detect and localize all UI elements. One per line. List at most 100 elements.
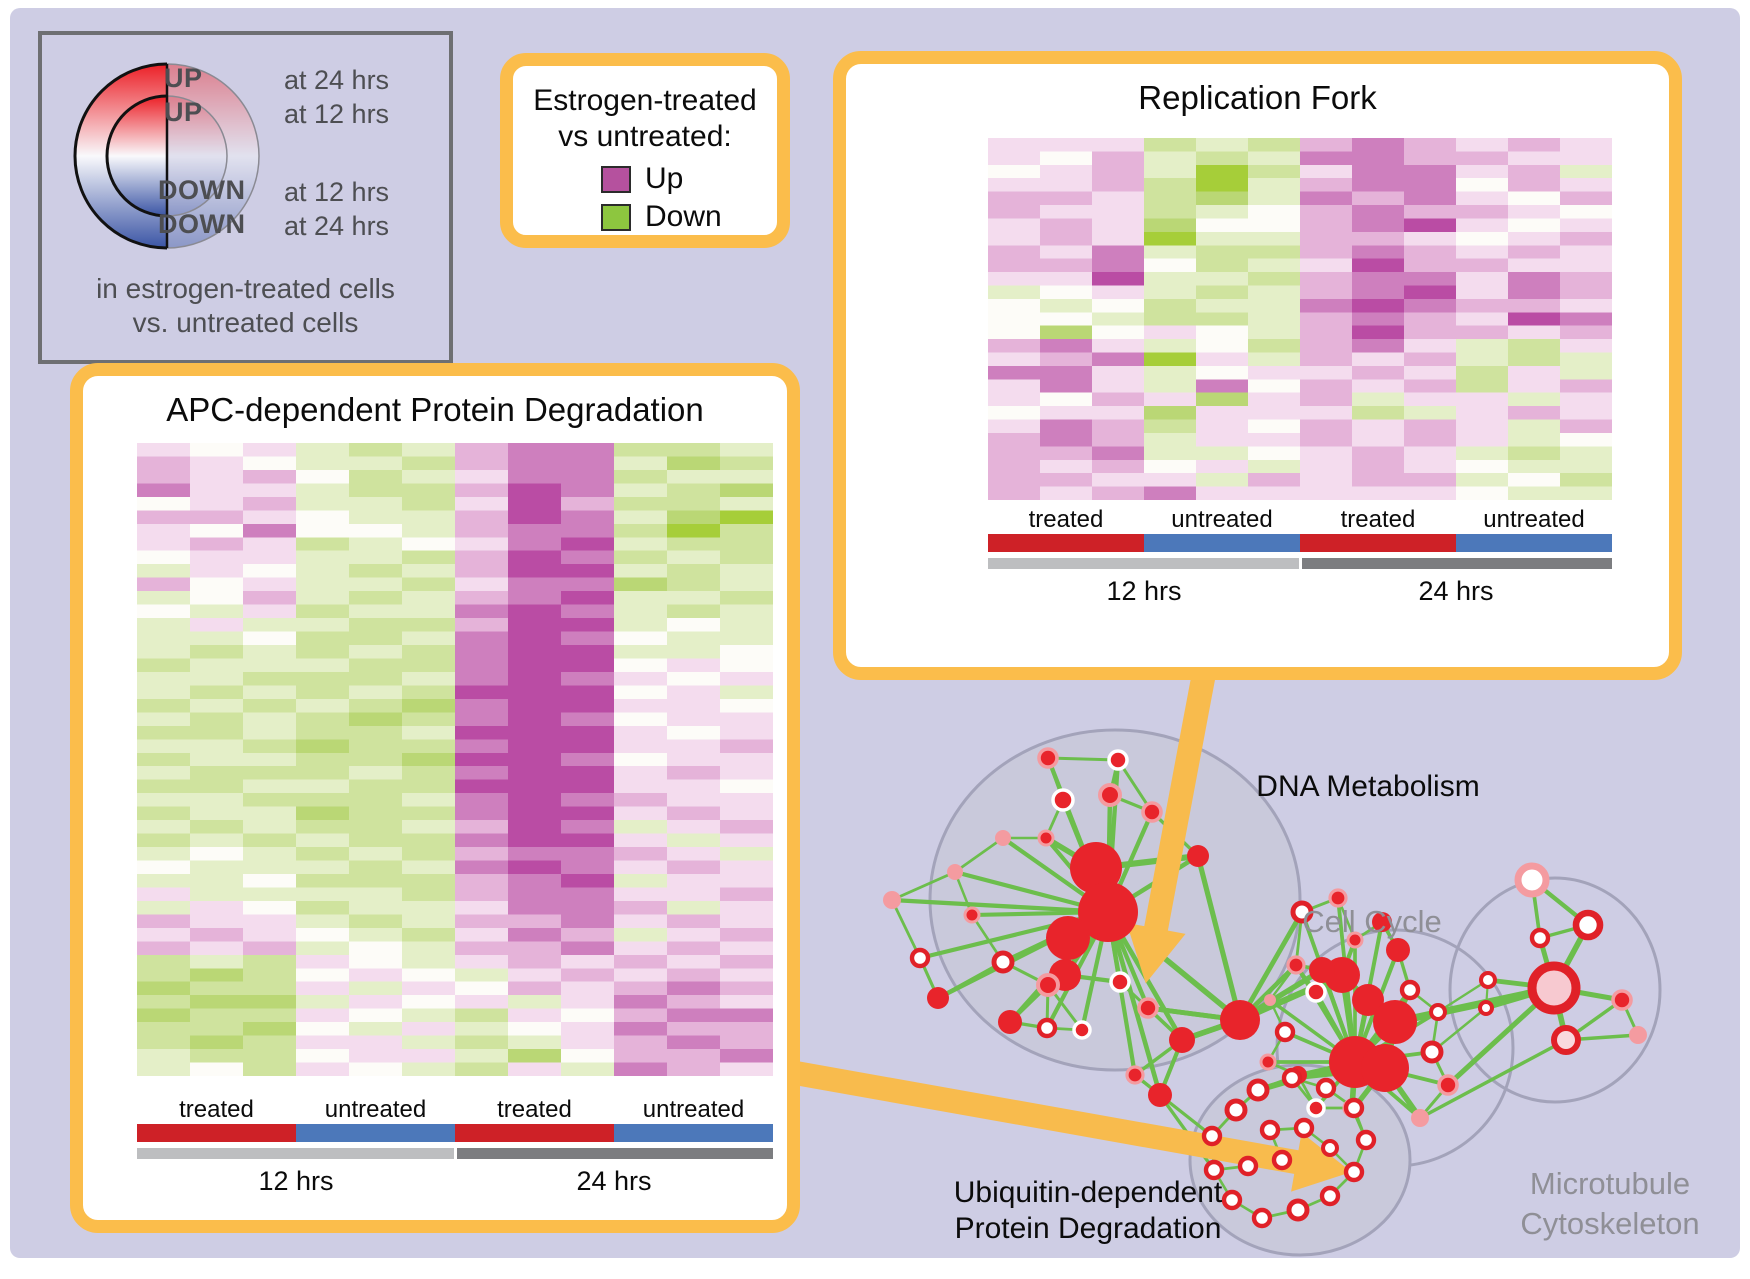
wheel-caption-line2: vs. untreated cells bbox=[132, 307, 359, 338]
gene-node-ring bbox=[1420, 1040, 1444, 1064]
apc-panel-title: APC-dependent Protein Degradation bbox=[166, 391, 704, 428]
gene-node-ring bbox=[1281, 1067, 1303, 1089]
apc-24hrs-label: 24 hrs bbox=[576, 1166, 652, 1196]
condition-bar bbox=[137, 1124, 296, 1142]
rf-condition-bars bbox=[988, 534, 1612, 552]
time-bar bbox=[988, 558, 1299, 569]
down-label: Down bbox=[645, 200, 722, 233]
wheel-label-up-24: UP bbox=[164, 63, 203, 93]
gene-node-ring bbox=[1319, 1185, 1341, 1207]
up-color-swatch bbox=[601, 165, 631, 193]
replication-fork-panel: Replication Fork treated untreated treat… bbox=[833, 51, 1682, 680]
gene-node-ring bbox=[1478, 1000, 1494, 1016]
gene-node-ring bbox=[1203, 1159, 1225, 1181]
ubiquitin-label-line2: Protein Degradation bbox=[954, 1212, 1222, 1245]
gene-node-solid bbox=[1373, 1000, 1417, 1044]
gene-node-solid bbox=[1187, 845, 1209, 867]
cytoskeleton-label: Cytoskeleton bbox=[1520, 1206, 1700, 1241]
condition-bar bbox=[988, 534, 1144, 552]
ubiquitin-label-line1: Ubiquitin-dependent bbox=[953, 1176, 1223, 1209]
gene-node-ringpink bbox=[1551, 1025, 1581, 1055]
rf-group-labels: treated untreated treated untreated bbox=[988, 506, 1612, 534]
wheel-label-down-12: DOWN bbox=[158, 175, 246, 205]
gene-node-ring bbox=[1251, 1207, 1273, 1229]
apc-group-treated-24: treated bbox=[497, 1096, 572, 1123]
gene-node-ring bbox=[1572, 909, 1604, 941]
gene-node-solid bbox=[1386, 938, 1410, 962]
condition-bar bbox=[1300, 534, 1456, 552]
gene-node-halo bbox=[1306, 1098, 1326, 1118]
gene-node-ring bbox=[1315, 1077, 1337, 1099]
condition-bar bbox=[455, 1124, 614, 1142]
network-graph bbox=[787, 665, 1662, 1257]
condition-legend-title1: Estrogen-treated bbox=[533, 84, 757, 117]
gene-node-solid bbox=[1070, 842, 1122, 894]
gene-node-ring bbox=[1271, 1149, 1293, 1171]
gene-node-ring bbox=[1290, 900, 1314, 924]
gene-node-ring bbox=[1224, 1098, 1248, 1122]
gene-node-rim bbox=[1286, 955, 1306, 975]
time-bar bbox=[456, 1148, 773, 1159]
rf-panel-title: Replication Fork bbox=[1138, 79, 1377, 116]
rf-group-untreated-12: untreated bbox=[1171, 506, 1273, 533]
apc-group-treated-12: treated bbox=[179, 1096, 254, 1123]
gene-node-pink bbox=[883, 891, 901, 909]
wheel-label-up-12: UP bbox=[164, 97, 203, 127]
condition-bar bbox=[614, 1124, 773, 1142]
gene-node-solid bbox=[1169, 1027, 1195, 1053]
gene-node-pink bbox=[995, 830, 1011, 846]
gene-node-pink bbox=[1629, 1026, 1647, 1044]
gene-node-rim bbox=[1037, 747, 1059, 769]
gene-node-halo bbox=[1109, 971, 1131, 993]
gene-node-solid bbox=[1372, 912, 1392, 932]
gene-node-ring bbox=[1479, 971, 1497, 989]
gene-node-solid bbox=[1361, 1044, 1409, 1092]
condition-bar bbox=[1144, 534, 1300, 552]
wheel-time-24: at 24 hrs bbox=[284, 65, 390, 95]
gene-node-bigringpink bbox=[1514, 862, 1550, 898]
gene-node-rim bbox=[963, 906, 981, 924]
wheel-label-down-24: DOWN bbox=[158, 209, 246, 239]
gene-node-ring bbox=[1429, 1003, 1447, 1021]
gene-node-halo bbox=[1072, 1020, 1092, 1040]
gene-node-ring bbox=[991, 950, 1015, 974]
updown-wheel-icon bbox=[73, 62, 260, 250]
apc-time-labels: 12 hrs 24 hrs bbox=[137, 1166, 773, 1197]
rf-group-untreated-24: untreated bbox=[1483, 506, 1585, 533]
gene-node-rim bbox=[1036, 973, 1060, 997]
rf-group-treated-12: treated bbox=[1028, 506, 1104, 533]
gene-node-ring bbox=[1529, 927, 1551, 949]
time-bar bbox=[137, 1148, 454, 1159]
gene-node-rim bbox=[1098, 783, 1122, 807]
gene-node-pink bbox=[947, 864, 963, 880]
gene-node-ring bbox=[1343, 1097, 1365, 1119]
gene-node-rim bbox=[1137, 997, 1159, 1019]
gene-node-solid bbox=[998, 1010, 1022, 1034]
wheel-time-24b: at 24 hrs bbox=[284, 211, 390, 241]
gene-node-ring bbox=[1237, 1155, 1259, 1177]
rf-heatmap-grid bbox=[988, 138, 1612, 500]
gene-node-solid bbox=[927, 987, 949, 1009]
gene-node-solid bbox=[1220, 1000, 1260, 1040]
time-bar bbox=[1301, 558, 1612, 569]
gene-node-ring bbox=[1246, 1078, 1270, 1102]
wheel-time-12b: at 12 hrs bbox=[284, 177, 390, 207]
rf-time-bars bbox=[988, 558, 1612, 569]
gene-node-halo bbox=[1305, 981, 1327, 1003]
rf-time-labels: 12 hrs 24 hrs bbox=[988, 576, 1612, 607]
apc-condition-bars bbox=[137, 1124, 773, 1142]
wheel-time-12: at 12 hrs bbox=[284, 99, 390, 129]
gene-node-bigring bbox=[1527, 961, 1581, 1015]
gene-node-ring bbox=[1399, 979, 1421, 1001]
rf-24hrs-label: 24 hrs bbox=[1418, 576, 1494, 606]
gene-node-solid bbox=[1352, 984, 1384, 1016]
gene-node-solid bbox=[1046, 916, 1090, 960]
gene-node-solid bbox=[1148, 1083, 1172, 1107]
legend-item-up: Up bbox=[601, 162, 683, 196]
condition-bar bbox=[1456, 534, 1612, 552]
gene-node-ring bbox=[1321, 1139, 1339, 1157]
condition-legend-title2: vs untreated: bbox=[558, 120, 732, 153]
gene-node-rim bbox=[1611, 989, 1633, 1011]
rf-group-treated-24: treated bbox=[1340, 506, 1416, 533]
